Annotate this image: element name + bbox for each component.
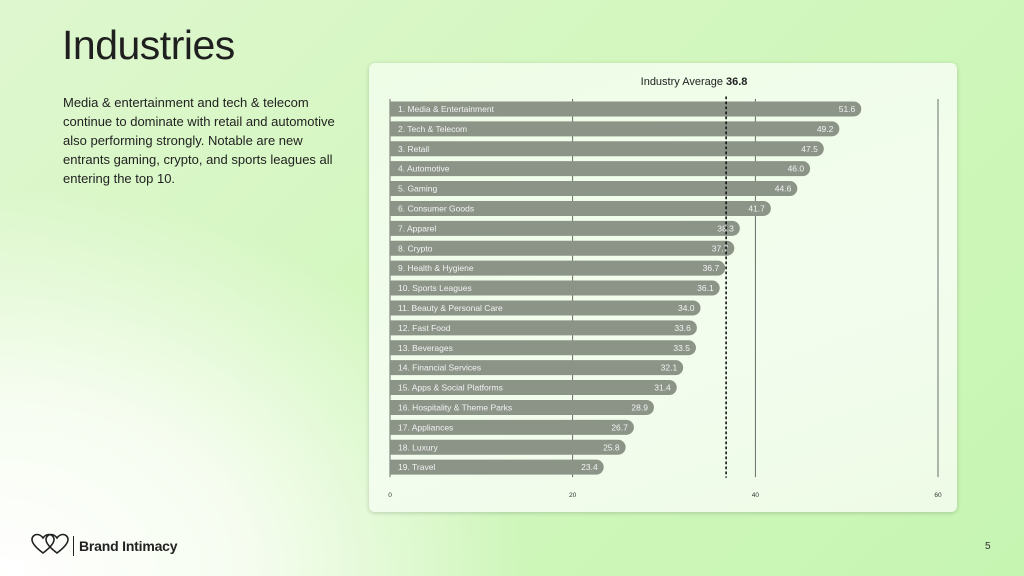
bar bbox=[390, 280, 720, 296]
category-label: 10. Sports Leagues bbox=[398, 283, 472, 293]
bar bbox=[390, 419, 634, 435]
x-tick-label: 20 bbox=[569, 492, 577, 499]
value-label: 28.9 bbox=[631, 402, 648, 412]
brand-logo: Brand Intimacy bbox=[31, 533, 178, 560]
category-label: 4. Automotive bbox=[398, 164, 450, 174]
bar bbox=[390, 181, 798, 197]
value-label: 33.6 bbox=[674, 323, 691, 333]
category-label: 7. Apparel bbox=[398, 223, 436, 233]
value-label: 25.8 bbox=[603, 442, 620, 452]
value-label: 46.0 bbox=[788, 164, 805, 174]
bar bbox=[390, 121, 840, 137]
category-label: 9. Health & Hygiene bbox=[398, 263, 474, 273]
category-label: 16. Hospitality & Theme Parks bbox=[398, 402, 512, 412]
bar bbox=[390, 340, 696, 356]
bar bbox=[390, 260, 726, 276]
category-label: 14. Financial Services bbox=[398, 363, 481, 373]
bar bbox=[390, 200, 771, 216]
value-label: 36.1 bbox=[697, 283, 714, 293]
value-label: 37.7 bbox=[712, 243, 729, 253]
page-description: Media & entertainment and tech & telecom… bbox=[63, 95, 335, 186]
bar bbox=[390, 240, 735, 256]
value-label: 36.7 bbox=[703, 263, 720, 273]
x-tick-label: 60 bbox=[934, 492, 942, 499]
value-label: 26.7 bbox=[611, 422, 628, 432]
x-tick-label: 0 bbox=[388, 492, 392, 499]
category-label: 8. Crypto bbox=[398, 243, 433, 253]
value-label: 49.2 bbox=[817, 124, 834, 134]
bar bbox=[390, 220, 740, 236]
bar bbox=[390, 380, 677, 396]
bar bbox=[390, 320, 697, 336]
category-label: 11. Beauty & Personal Care bbox=[398, 303, 503, 313]
bar bbox=[390, 399, 654, 415]
interlocking-hearts-icon bbox=[31, 533, 69, 560]
value-label: 32.1 bbox=[661, 363, 678, 373]
category-label: 13. Beverages bbox=[398, 343, 453, 353]
bar bbox=[390, 161, 811, 177]
logo-divider bbox=[73, 536, 74, 556]
value-label: 23.4 bbox=[581, 462, 598, 472]
category-label: 19. Travel bbox=[398, 462, 435, 472]
category-label: 18. Luxury bbox=[398, 442, 438, 452]
category-label: 15. Apps & Social Platforms bbox=[398, 383, 503, 393]
value-label: 51.6 bbox=[839, 104, 856, 114]
bar bbox=[390, 459, 604, 475]
category-label: 12. Fast Food bbox=[398, 323, 451, 333]
bar bbox=[390, 360, 684, 376]
value-label: 33.5 bbox=[673, 343, 690, 353]
brand-name: Brand Intimacy bbox=[79, 538, 178, 554]
average-label: Industry Average bbox=[641, 76, 723, 88]
value-label: 47.5 bbox=[801, 144, 818, 154]
category-label: 1. Media & Entertainment bbox=[398, 104, 495, 114]
bar bbox=[390, 141, 824, 157]
category-label: 17. Appliances bbox=[398, 422, 453, 432]
value-label: 34.0 bbox=[678, 303, 695, 313]
chart-card: 1. Media & Entertainment 51.6 2. Tech & Te… bbox=[369, 63, 957, 512]
industry-bar-chart: 1. Media & Entertainment 51.6 2. Tech & Te… bbox=[388, 76, 942, 499]
value-label: 44.6 bbox=[775, 184, 792, 194]
value-label: 31.4 bbox=[654, 383, 671, 393]
value-label: 41.7 bbox=[748, 203, 765, 213]
page-title: Industries bbox=[62, 22, 235, 68]
x-tick-label: 40 bbox=[752, 492, 760, 499]
category-label: 6. Consumer Goods bbox=[398, 203, 474, 213]
page-number: 5 bbox=[985, 541, 991, 552]
bar bbox=[390, 101, 862, 117]
average-value: 36.8 bbox=[726, 76, 747, 88]
category-label: 3. Retail bbox=[398, 144, 429, 154]
category-label: 2. Tech & Telecom bbox=[398, 124, 467, 134]
category-label: 5. Gaming bbox=[398, 184, 437, 194]
bar bbox=[390, 439, 626, 455]
bar bbox=[390, 300, 701, 316]
